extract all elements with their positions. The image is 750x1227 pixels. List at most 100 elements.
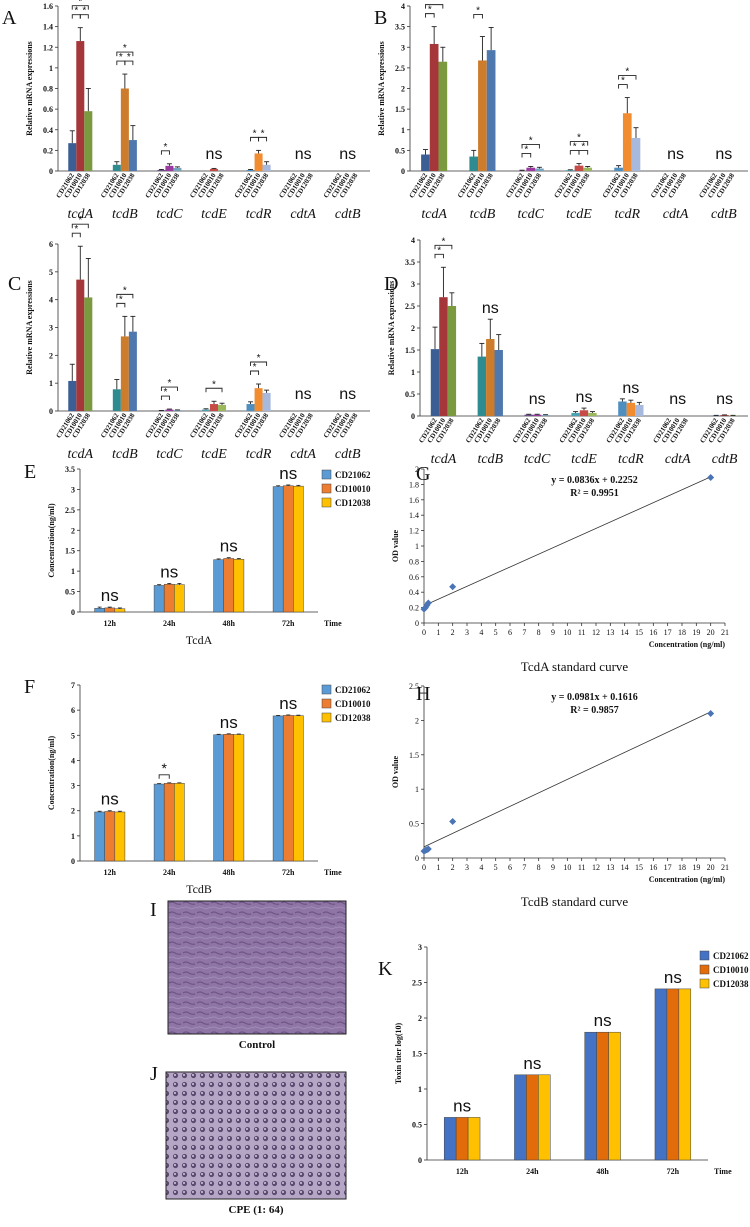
bar [574,165,584,171]
legend-swatch [699,964,710,975]
bar [486,339,495,416]
x-tick-label: 0 [422,628,426,637]
bar [622,113,632,171]
bar [571,412,580,416]
bar [455,1117,469,1161]
significance-bracket [434,244,453,250]
significance-star: * [529,135,533,146]
x-tick-label: 17 [664,863,672,872]
bar [282,715,294,862]
y-tick-label: 0.8 [43,85,53,94]
bar [524,414,533,416]
significance-star: * [78,0,82,8]
ns-annotation: ns [101,586,119,605]
y-tick-label: 0.2 [409,604,419,613]
significance-bracket [71,5,89,10]
bar [114,811,126,862]
x-tick-label: 11 [578,863,586,872]
y-tick-label: 3 [71,485,75,494]
x-tick-label: 7 [522,863,526,872]
significance-star: * [428,5,432,16]
bar [254,388,263,411]
bar [596,1031,609,1161]
x-tick-label: 10 [563,863,571,872]
panel-A: A 0 0.2 0.4 0.6 0.8 1 1.2 1.4 1.6 Relative mRNA ex… [2,0,370,222]
significance-star: * [74,224,78,235]
significance-star: * [82,6,86,17]
trendline [423,711,711,848]
legend-label: CD21062 [335,685,371,695]
gene-label: tcdC [156,447,183,462]
panel-letter: C [8,273,21,295]
x-tick-label: 8 [537,863,541,872]
bar [439,297,448,416]
panel-J: J CPE (1: 64) [150,1063,347,1216]
r-squared: R² = 0.9857 [570,705,618,716]
bar [165,165,174,171]
bar [213,559,224,613]
significance-star: * [476,5,480,16]
x-tick-label: 48h [596,1167,609,1176]
significance-star: * [441,236,445,247]
legend-label: CD12038 [713,979,749,989]
y-tick-label: 4 [71,756,75,765]
y-tick-label: 1.4 [409,511,419,520]
bar [112,389,121,411]
legend-swatch [321,698,332,709]
y-tick-label: 2.5 [65,506,75,515]
x-tick-label: 19 [692,863,700,872]
bar [262,392,271,411]
significance-star: * [581,142,585,153]
significance-bracket [116,302,126,308]
significance-star: * [123,43,127,54]
significance-bracket [160,386,178,392]
bar [720,415,729,416]
panel-G: G00.20.40.60.811.21.41.61.820 1 2 3 4 5 6 7 8 9 10… [391,463,729,674]
gene-label: tcdR [614,207,640,222]
bar [494,350,503,416]
bar [430,349,440,416]
ns-annotation: ns [664,968,682,987]
ns-annotation: ns [669,391,686,408]
x-tick-label: 24h [526,1167,539,1176]
bar [128,331,137,411]
x-tick-label: 7 [522,628,526,637]
x-tick-label: 15 [635,628,643,637]
y-tick-label: 6 [49,240,53,249]
y-tick-label: 0.5 [412,1121,422,1130]
panel-H: H00.511.522.50 1 2 3 4 5 6 7 8 9 10 11 12 13 14 15 16 17 1… [391,682,729,909]
ns-annotation: ns [523,1054,541,1073]
gene-label: tcdE [201,447,227,462]
y-axis-title: Relative mRNA expressions [25,280,34,375]
y-tick-label: 2.5 [395,64,405,73]
bar [218,404,227,411]
significance-bracket [158,774,170,779]
y-tick-label: 1.5 [405,346,415,355]
y-tick-label: 0 [415,619,419,628]
micrograph-image [167,900,347,1035]
y-tick-label: 7 [71,681,75,690]
ns-annotation: ns [529,391,546,408]
y-tick-label: 0.8 [409,557,419,566]
bar [84,111,93,171]
significance-bracket [578,150,589,155]
ns-annotation: ns [206,146,223,163]
bar [128,140,137,171]
y-tick-label: 1.5 [409,751,419,760]
significance-bracket [258,136,268,142]
bar [272,486,284,613]
legend-label: CD21062 [713,951,749,961]
y-tick-label: 1.6 [409,496,419,505]
bar [584,1031,597,1161]
significance-star: * [74,6,78,17]
significance-bracket [160,150,170,155]
gene-label: tcdC [156,207,183,222]
bar [94,608,105,613]
ns-annotation: ns [279,464,297,483]
y-tick-label: 1.5 [412,1050,422,1059]
bar [153,783,165,862]
y-tick-label: 3 [411,280,415,289]
y-tick-label: 0 [415,854,419,863]
x-tick-label: 12h [456,1167,469,1176]
ns-annotation: ns [295,386,312,403]
